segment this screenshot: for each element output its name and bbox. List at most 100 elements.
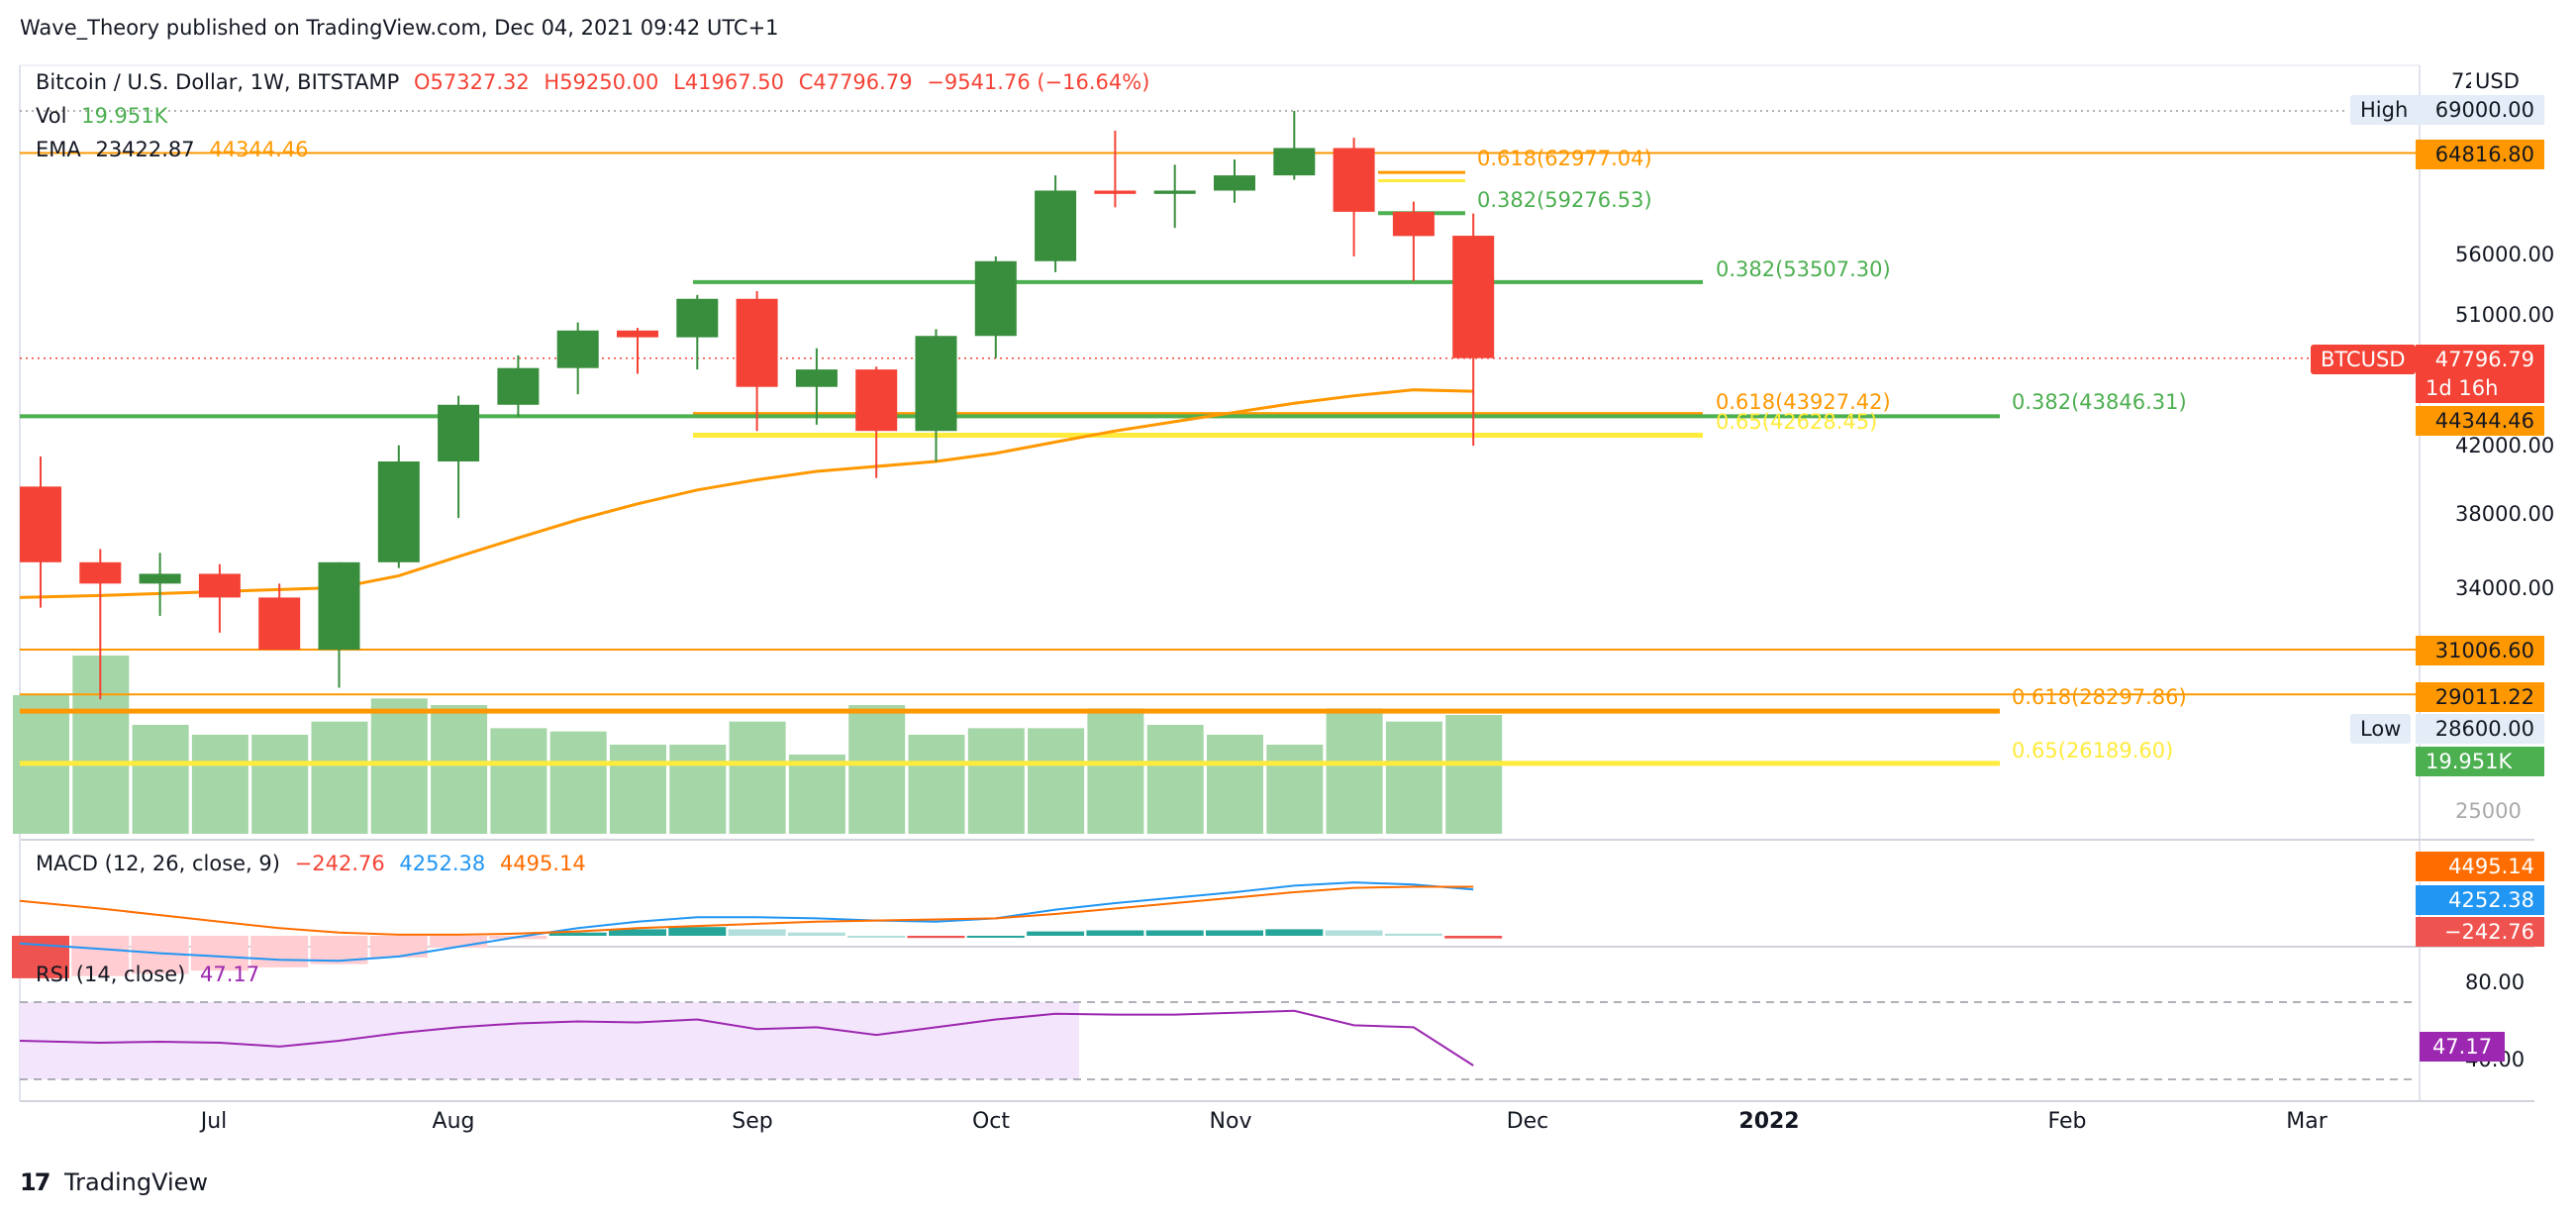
- fib-label-43846: 0.382(43846.31): [2012, 390, 2187, 414]
- volume-bar: [1028, 728, 1085, 834]
- macd-line: [19, 881, 1474, 963]
- vol-value: 19.951K: [81, 104, 168, 128]
- volume-bar: [1326, 708, 1383, 834]
- macd-histogram-bar: [1145, 930, 1204, 936]
- candle-body: [676, 298, 719, 338]
- volume-bar: [191, 735, 248, 834]
- currency-label[interactable]: USD: [2471, 69, 2524, 93]
- legend-change: −9541.76 (−16.64%): [927, 70, 1150, 94]
- candle-body: [258, 597, 301, 651]
- time-tick-feb: Feb: [2047, 1109, 2087, 1134]
- rsi-label[interactable]: RSI (14, close): [36, 963, 186, 986]
- time-tick-sep: Sep: [732, 1109, 773, 1134]
- candle-body: [318, 561, 360, 651]
- macd-histogram-bar: [1384, 933, 1442, 936]
- time-tick-aug: Aug: [432, 1109, 475, 1134]
- macd-histogram-bar: [966, 936, 1025, 938]
- high-price-label: 69000.00: [2416, 95, 2544, 125]
- level-31006-label: 31006.60: [2416, 636, 2544, 665]
- vol-label[interactable]: Vol: [36, 104, 67, 128]
- time-tick-mar: Mar: [2286, 1109, 2328, 1134]
- macd-line-label: 4252.38: [2416, 885, 2544, 915]
- volume-bar: [370, 698, 428, 834]
- tradingview-brand[interactable]: 17 TradingView: [20, 1168, 208, 1196]
- tradingview-logo-icon: 17: [20, 1168, 50, 1196]
- symbol-tag: BTCUSD: [2311, 345, 2416, 374]
- ema-length: 23422.87: [95, 138, 195, 161]
- published-by-header: Wave_Theory published on TradingView.com…: [20, 16, 779, 40]
- low-tag: Low: [2350, 714, 2412, 744]
- rsi-legend: RSI (14, close) 47.17: [36, 963, 267, 986]
- fib-label-42628: 0.65(42628.45): [1716, 410, 1878, 434]
- macd-histogram-bar: [548, 932, 607, 936]
- fib-label-53507: 0.382(53507.30): [1716, 257, 1891, 281]
- fib-label-59276: 0.382(59276.53): [1477, 188, 1652, 212]
- macd-label[interactable]: MACD (12, 26, close, 9): [36, 852, 280, 875]
- macd-histogram-bar: [609, 929, 666, 936]
- volume-bar: [132, 725, 189, 834]
- volume-bar: [1266, 745, 1324, 834]
- candle-body: [1214, 175, 1255, 191]
- candle-body: [855, 369, 898, 432]
- candle-body: [556, 330, 599, 368]
- axis-tick-38000: 38000.00: [2455, 502, 2555, 526]
- macd-histogram-bar: [1027, 931, 1085, 936]
- fib-label-28297: 0.618(28297.86): [2012, 685, 2187, 709]
- level-64816-label: 64816.80: [2416, 140, 2544, 169]
- macd-histogram-bar: [787, 932, 845, 936]
- rsi-line: [19, 1009, 1474, 1066]
- candle-body: [20, 486, 61, 562]
- time-tick-nov: Nov: [1209, 1109, 1252, 1134]
- rsi-band-fill: [20, 1002, 1079, 1079]
- candle-body: [79, 561, 122, 584]
- axis-tick-34000: 34000.00: [2455, 576, 2555, 600]
- ema-value: 44344.46: [209, 138, 309, 161]
- macd-signal-line: [19, 885, 1474, 936]
- candle-body: [438, 404, 480, 462]
- volume-bar: [251, 735, 309, 834]
- legend-low: L41967.50: [673, 70, 784, 94]
- candle-body: [974, 260, 1017, 337]
- volume-bar: [610, 745, 666, 834]
- time-tick-jul: Jul: [200, 1109, 228, 1134]
- macd-hist-value: −242.76: [294, 852, 385, 875]
- time-tick-2022: 2022: [1738, 1109, 1800, 1134]
- rsi-value-label: 47.17: [2420, 1032, 2505, 1062]
- axis-tick-51000: 51000.00: [2455, 303, 2555, 327]
- symbol-name[interactable]: Bitcoin / U.S. Dollar, 1W, BITSTAMP: [36, 70, 400, 94]
- volume-bar: [669, 745, 727, 834]
- fib-label-26189: 0.65(26189.60): [2012, 739, 2174, 762]
- macd-histogram-bar: [1086, 930, 1144, 936]
- volume-legend: Vol 19.951K: [36, 104, 175, 128]
- macd-histogram-bar: [190, 936, 248, 971]
- volume-bar: [549, 731, 607, 834]
- volume-bar: [1385, 721, 1442, 834]
- bar-countdown-label: 1d 16h: [2416, 373, 2544, 403]
- ema-line: [19, 388, 1474, 599]
- volume-bar: [431, 705, 488, 834]
- macd-legend: MACD (12, 26, close, 9) −242.76 4252.38 …: [36, 852, 594, 875]
- symbol-legend: Bitcoin / U.S. Dollar, 1W, BITSTAMP O573…: [36, 70, 1157, 94]
- macd-histogram-bar: [668, 927, 727, 936]
- volume-bar: [1445, 715, 1503, 834]
- fib-label-43927: 0.618(43927.42): [1716, 390, 1891, 414]
- macd-signal-value: 4495.14: [499, 852, 586, 875]
- macd-histogram-bar: [1325, 930, 1383, 936]
- macd-histogram-bar: [1265, 929, 1324, 936]
- candle-body: [915, 336, 957, 432]
- macd-histogram-bar: [369, 936, 428, 958]
- candle-body: [1452, 236, 1495, 358]
- candle-body: [1035, 190, 1077, 261]
- candle-body: [736, 298, 778, 387]
- level-29011-label: 29011.22: [2416, 682, 2544, 712]
- volume-bar: [311, 721, 368, 834]
- volume-bar: [848, 705, 906, 834]
- ema-label[interactable]: EMA: [36, 138, 81, 161]
- candle-body: [1153, 190, 1196, 194]
- legend-open: O57327.32: [413, 70, 530, 94]
- candle-body: [1094, 190, 1137, 194]
- last-price-label: 47796.79: [2416, 345, 2544, 374]
- macd-hist-label: −242.76: [2416, 917, 2544, 947]
- ema-price-label: 44344.46: [2416, 406, 2544, 436]
